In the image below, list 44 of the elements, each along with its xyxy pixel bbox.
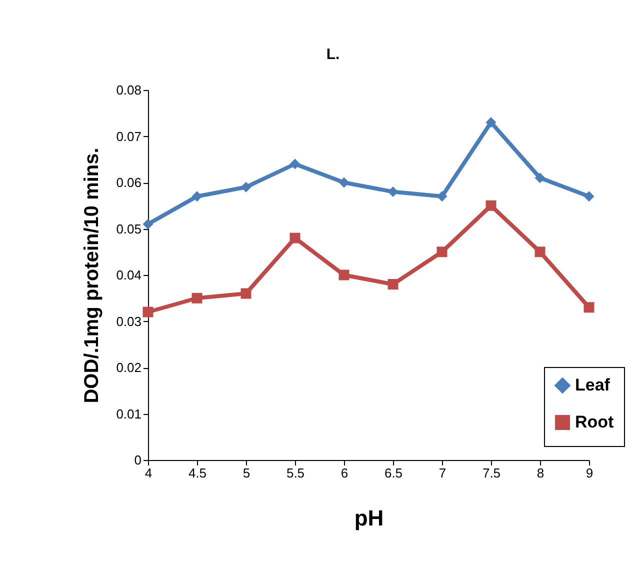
x-tick-label: 4 [144, 466, 152, 480]
y-axis-title: DOD/.1mg protein/10 mins. [81, 148, 104, 404]
point [192, 292, 202, 304]
point [534, 172, 546, 184]
point [534, 246, 546, 258]
legend-label: Root [575, 412, 614, 432]
point [584, 302, 594, 313]
x-tick-label: 9 [586, 466, 594, 480]
x-tick-label: 5.5 [286, 466, 305, 480]
point [338, 270, 350, 280]
point [436, 246, 448, 258]
x-tick-label: 4.5 [188, 466, 207, 480]
x-tick-label: 7.5 [482, 466, 501, 480]
x-tick-label: 5 [242, 466, 250, 480]
point [388, 279, 398, 290]
legend-label: Leaf [575, 376, 610, 394]
y-tick-label: 0.06 [116, 175, 142, 190]
y-tick-label: 0 [134, 452, 142, 468]
x-axis-title: pH [354, 506, 384, 530]
point [436, 191, 448, 202]
point [584, 191, 594, 202]
point [338, 177, 350, 188]
point [240, 182, 252, 192]
x-tick-label: 7 [438, 466, 446, 480]
point [290, 158, 300, 170]
y-tick-label: 0.02 [116, 360, 142, 375]
point [192, 191, 202, 202]
chart-title: L. [326, 46, 340, 63]
point [142, 218, 154, 230]
y-tick-label: 0.01 [116, 406, 142, 422]
y-tick-label: 0.07 [116, 128, 142, 144]
point [486, 117, 496, 128]
y-tick-label: 0.03 [116, 314, 142, 329]
point [240, 288, 252, 299]
y-tick-label: 0.04 [116, 268, 142, 282]
point [486, 200, 496, 211]
x-tick-label: 6.5 [384, 466, 403, 480]
x-tick-label: 6 [340, 466, 348, 480]
point [388, 186, 398, 197]
point [290, 232, 300, 244]
x-tick-label: 8 [536, 466, 544, 480]
point [142, 306, 154, 318]
y-tick-label: 0.08 [116, 82, 142, 98]
y-tick-label: 0.05 [116, 221, 142, 236]
